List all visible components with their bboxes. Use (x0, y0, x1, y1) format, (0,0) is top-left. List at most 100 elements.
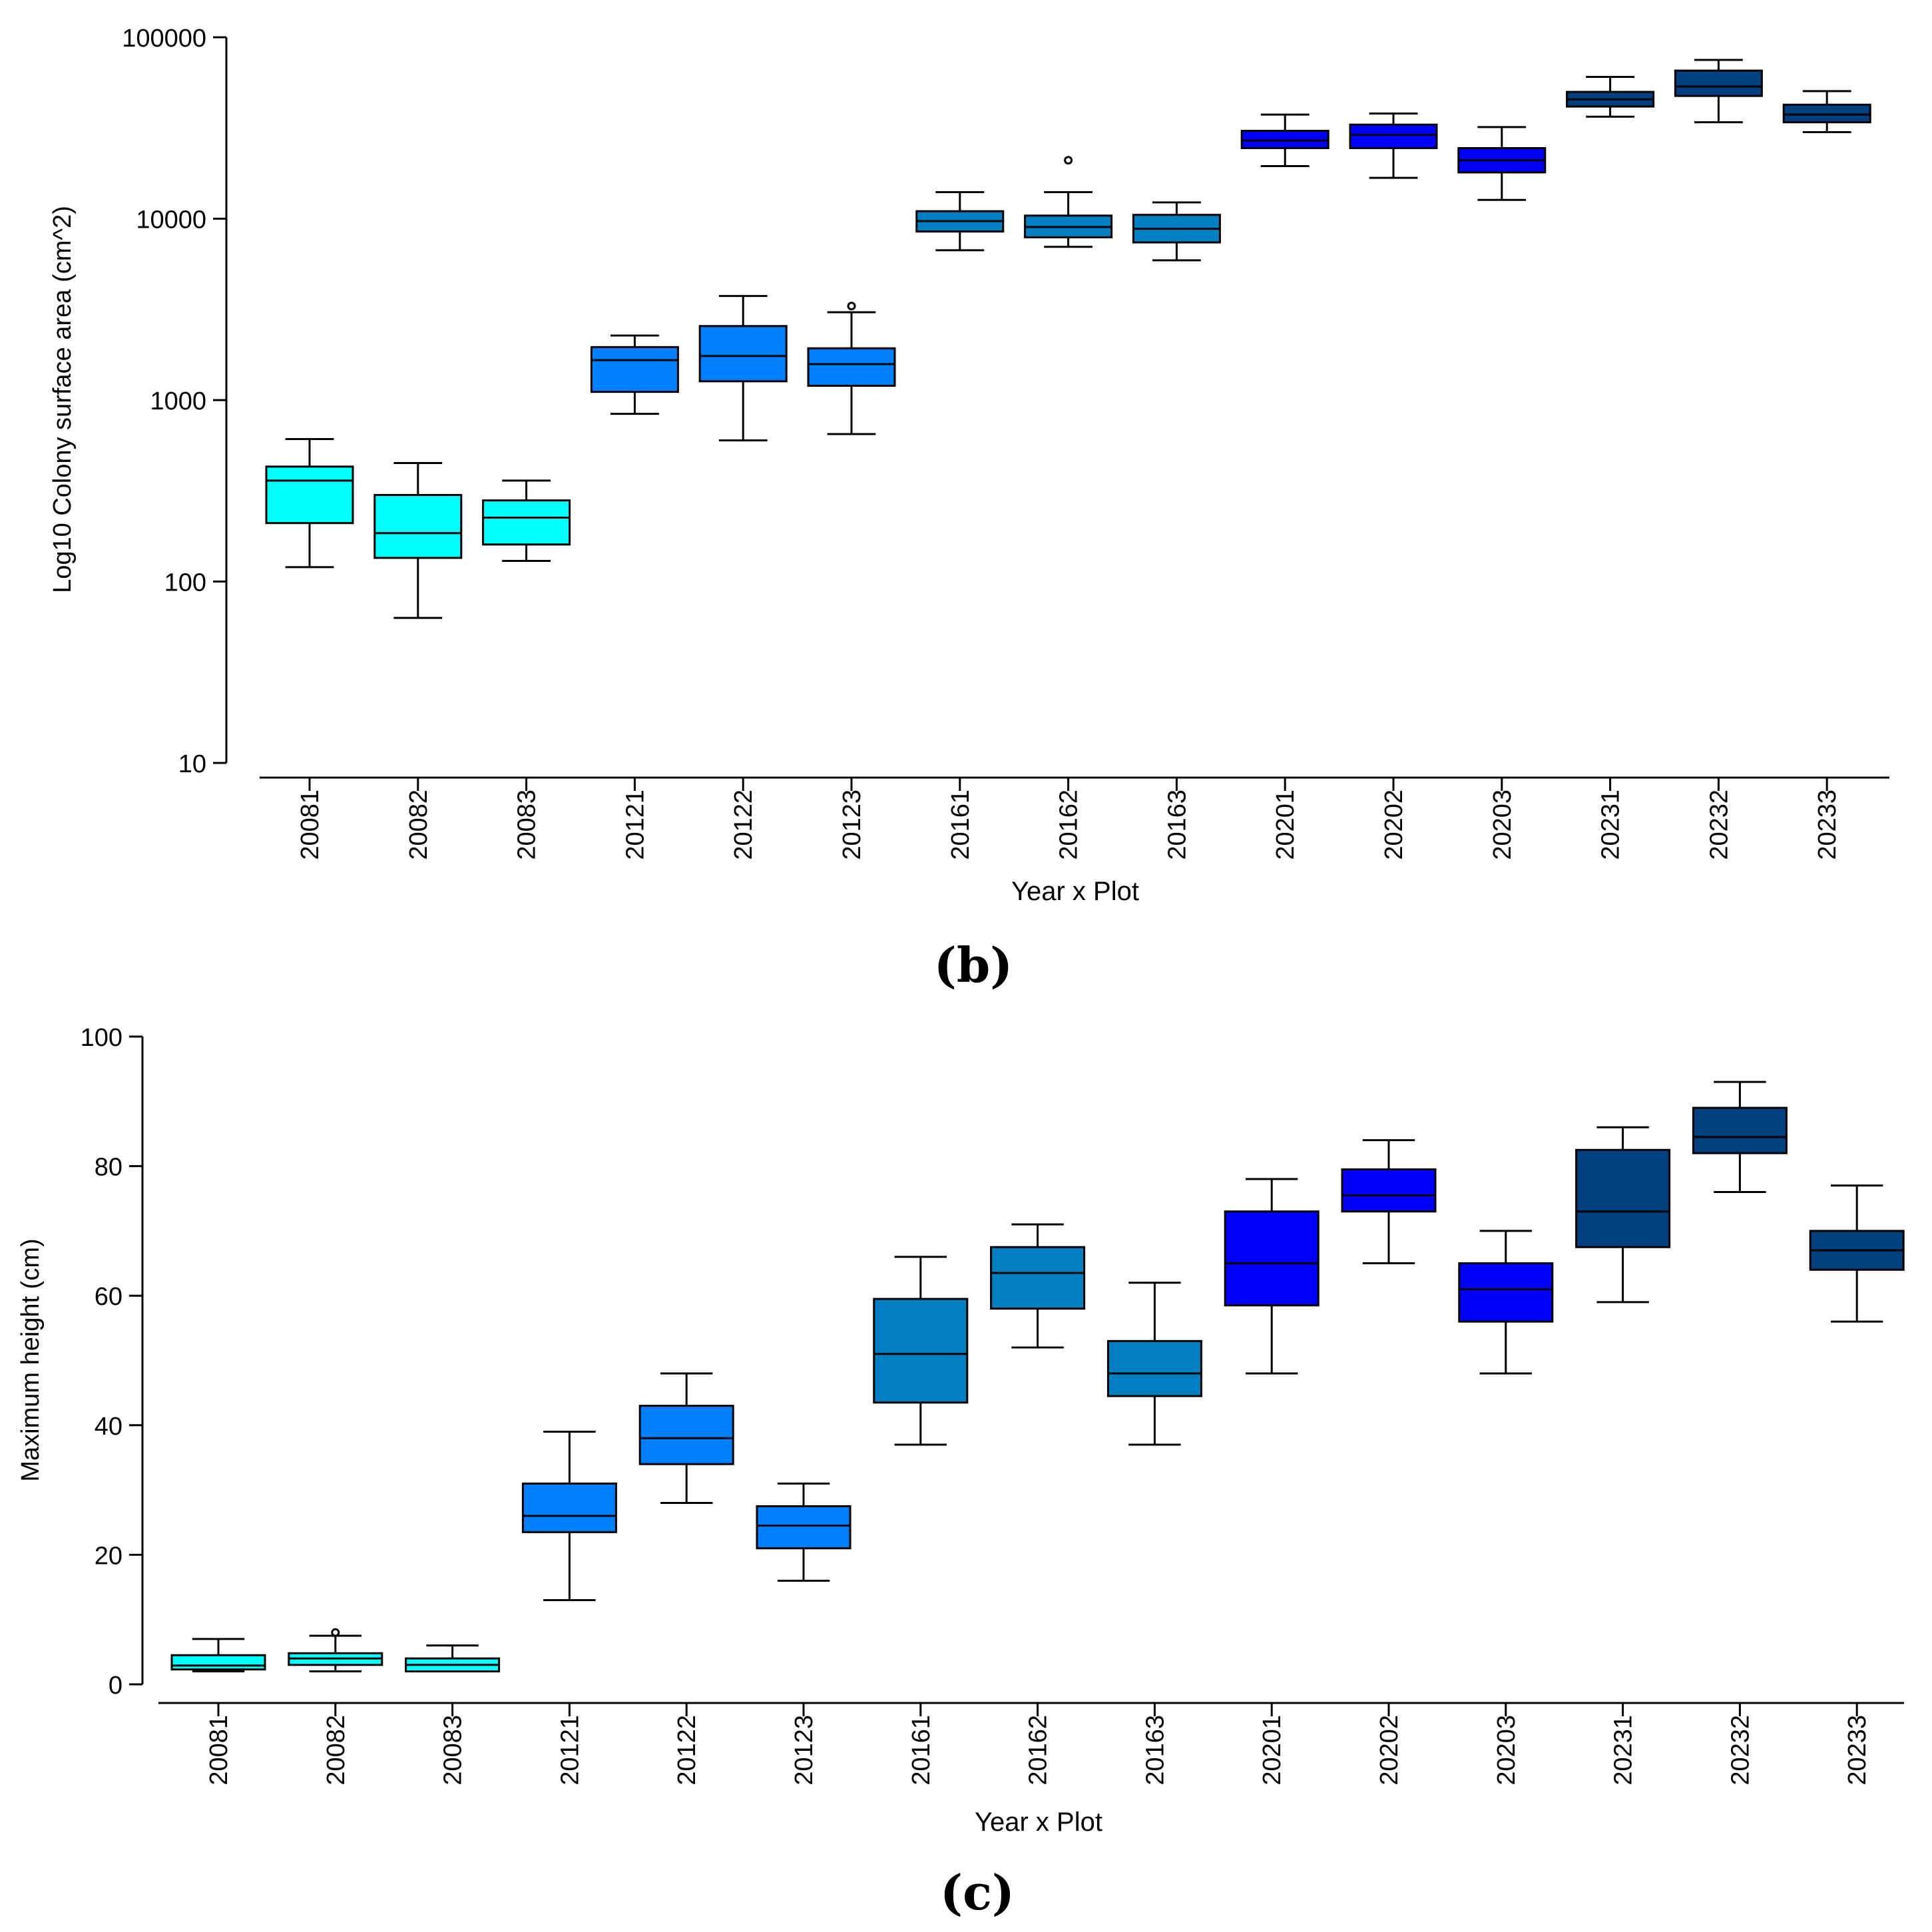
outlier-point (847, 302, 856, 311)
box-iqr (1674, 69, 1763, 97)
y-axis-label: Maximum height (cm) (17, 1238, 45, 1481)
outlier-point (1064, 156, 1073, 165)
x-tick-label: 20121 (621, 790, 649, 860)
y-tick-label: 40 (95, 1413, 122, 1441)
x-tick-label: 20201 (1258, 1715, 1286, 1786)
x-axis-label: Year x Plot (1011, 877, 1139, 906)
x-tick-label: 20233 (1813, 790, 1841, 860)
y-tick-label: 1000 (150, 387, 206, 415)
x-tick-label: 20082 (322, 1715, 350, 1786)
x-axis-label: Year x Plot (975, 1808, 1102, 1837)
box-20081 (265, 437, 354, 569)
box-20082 (288, 1628, 383, 1673)
x-tick-label: 20201 (1272, 790, 1300, 860)
x-tick-label: 20082 (405, 790, 433, 860)
x-tick-label: 20083 (439, 1715, 467, 1786)
box-20233 (1809, 1184, 1905, 1323)
y-tick-label: 60 (95, 1283, 122, 1311)
box-20202 (1349, 113, 1438, 179)
box-20081 (170, 1638, 266, 1673)
box-iqr (807, 347, 896, 387)
box-20203 (1458, 1230, 1554, 1375)
box-iqr (638, 1405, 734, 1465)
box-iqr (873, 1298, 969, 1404)
x-tick-label: 20083 (513, 790, 541, 860)
box-20083 (482, 479, 571, 562)
x-tick-label: 20231 (1597, 790, 1625, 860)
y-tick-label: 100000 (122, 25, 206, 53)
box-20161 (915, 191, 1005, 252)
box-20123 (756, 1482, 851, 1582)
y-tick-label: 20 (95, 1542, 122, 1570)
box-iqr (698, 325, 788, 383)
y-tick-label: 10 (178, 750, 206, 778)
box-20201 (1224, 1178, 1320, 1375)
box-20203 (1457, 126, 1547, 201)
x-tick-label: 20162 (1025, 1715, 1053, 1786)
x-tick-label: 20162 (1055, 790, 1083, 860)
box-20163 (1132, 201, 1221, 262)
x-tick-label: 20161 (947, 790, 975, 860)
box-iqr (373, 493, 463, 559)
x-tick-label: 20121 (556, 1715, 584, 1786)
box-20121 (521, 1431, 617, 1602)
box-iqr (1458, 1262, 1554, 1323)
y-tick-label: 10000 (136, 206, 206, 234)
x-tick-label: 20233 (1843, 1715, 1871, 1786)
box-iqr (1224, 1210, 1320, 1307)
x-tick-label: 20161 (907, 1715, 935, 1786)
x-tick-label: 20123 (838, 790, 866, 860)
box-iqr (590, 346, 679, 393)
box-iqr (265, 465, 354, 525)
x-tick-label: 20202 (1375, 1715, 1403, 1786)
box-20161 (873, 1256, 969, 1446)
box-iqr (1341, 1168, 1437, 1213)
x-tick-label: 20123 (790, 1715, 818, 1786)
box-20232 (1674, 59, 1763, 124)
box-20083 (405, 1644, 501, 1673)
y-tick-label: 100 (81, 1024, 122, 1052)
x-tick-label: 20232 (1726, 1715, 1754, 1786)
x-tick-label: 20202 (1380, 790, 1408, 860)
y-tick-label: 80 (95, 1154, 122, 1182)
panel-label: (c) (940, 1864, 1015, 1921)
chart-panel-c: 0 20 40 60 80 100 Maximum height (cm) 20081 2008… (17, 1024, 1905, 1921)
box-20201 (1240, 113, 1329, 167)
chart-panel-b: 10 100 1000 10000 100000 Log10 Colony surface… (49, 25, 1889, 993)
y-tick-label: 100 (164, 569, 206, 597)
box-20163 (1106, 1282, 1202, 1446)
box-20202 (1341, 1139, 1437, 1265)
x-tick-label: 20203 (1493, 1715, 1521, 1786)
box-20231 (1566, 75, 1655, 118)
x-tick-label: 20203 (1489, 790, 1517, 860)
box-20082 (373, 461, 463, 619)
box-iqr (1106, 1339, 1202, 1397)
box-iqr (1692, 1106, 1788, 1154)
box-20232 (1692, 1081, 1788, 1194)
box-iqr (482, 499, 571, 546)
box-iqr (1575, 1148, 1671, 1248)
x-tick-label: 20122 (730, 790, 758, 860)
x-tick-label: 20231 (1610, 1715, 1638, 1786)
box-iqr (990, 1246, 1086, 1310)
x-tick-label: 20163 (1141, 1715, 1169, 1786)
x-tick-label: 20122 (673, 1715, 701, 1786)
box-iqr (1782, 103, 1871, 124)
box-iqr (170, 1654, 266, 1671)
box-iqr (1349, 123, 1438, 149)
box-20162 (1024, 156, 1113, 248)
box-20122 (698, 295, 788, 441)
y-tick-label: 0 (109, 1672, 122, 1700)
x-tick-label: 20163 (1163, 790, 1191, 860)
x-tick-label: 20081 (296, 790, 324, 860)
box-iqr (756, 1505, 851, 1550)
x-tick-label: 20081 (205, 1715, 233, 1786)
x-tick-label: 20232 (1705, 790, 1733, 860)
box-20121 (590, 334, 679, 415)
box-20233 (1782, 90, 1871, 133)
box-iqr (521, 1482, 617, 1533)
box-20162 (990, 1223, 1086, 1349)
box-20122 (638, 1372, 734, 1505)
box-20123 (807, 302, 896, 435)
